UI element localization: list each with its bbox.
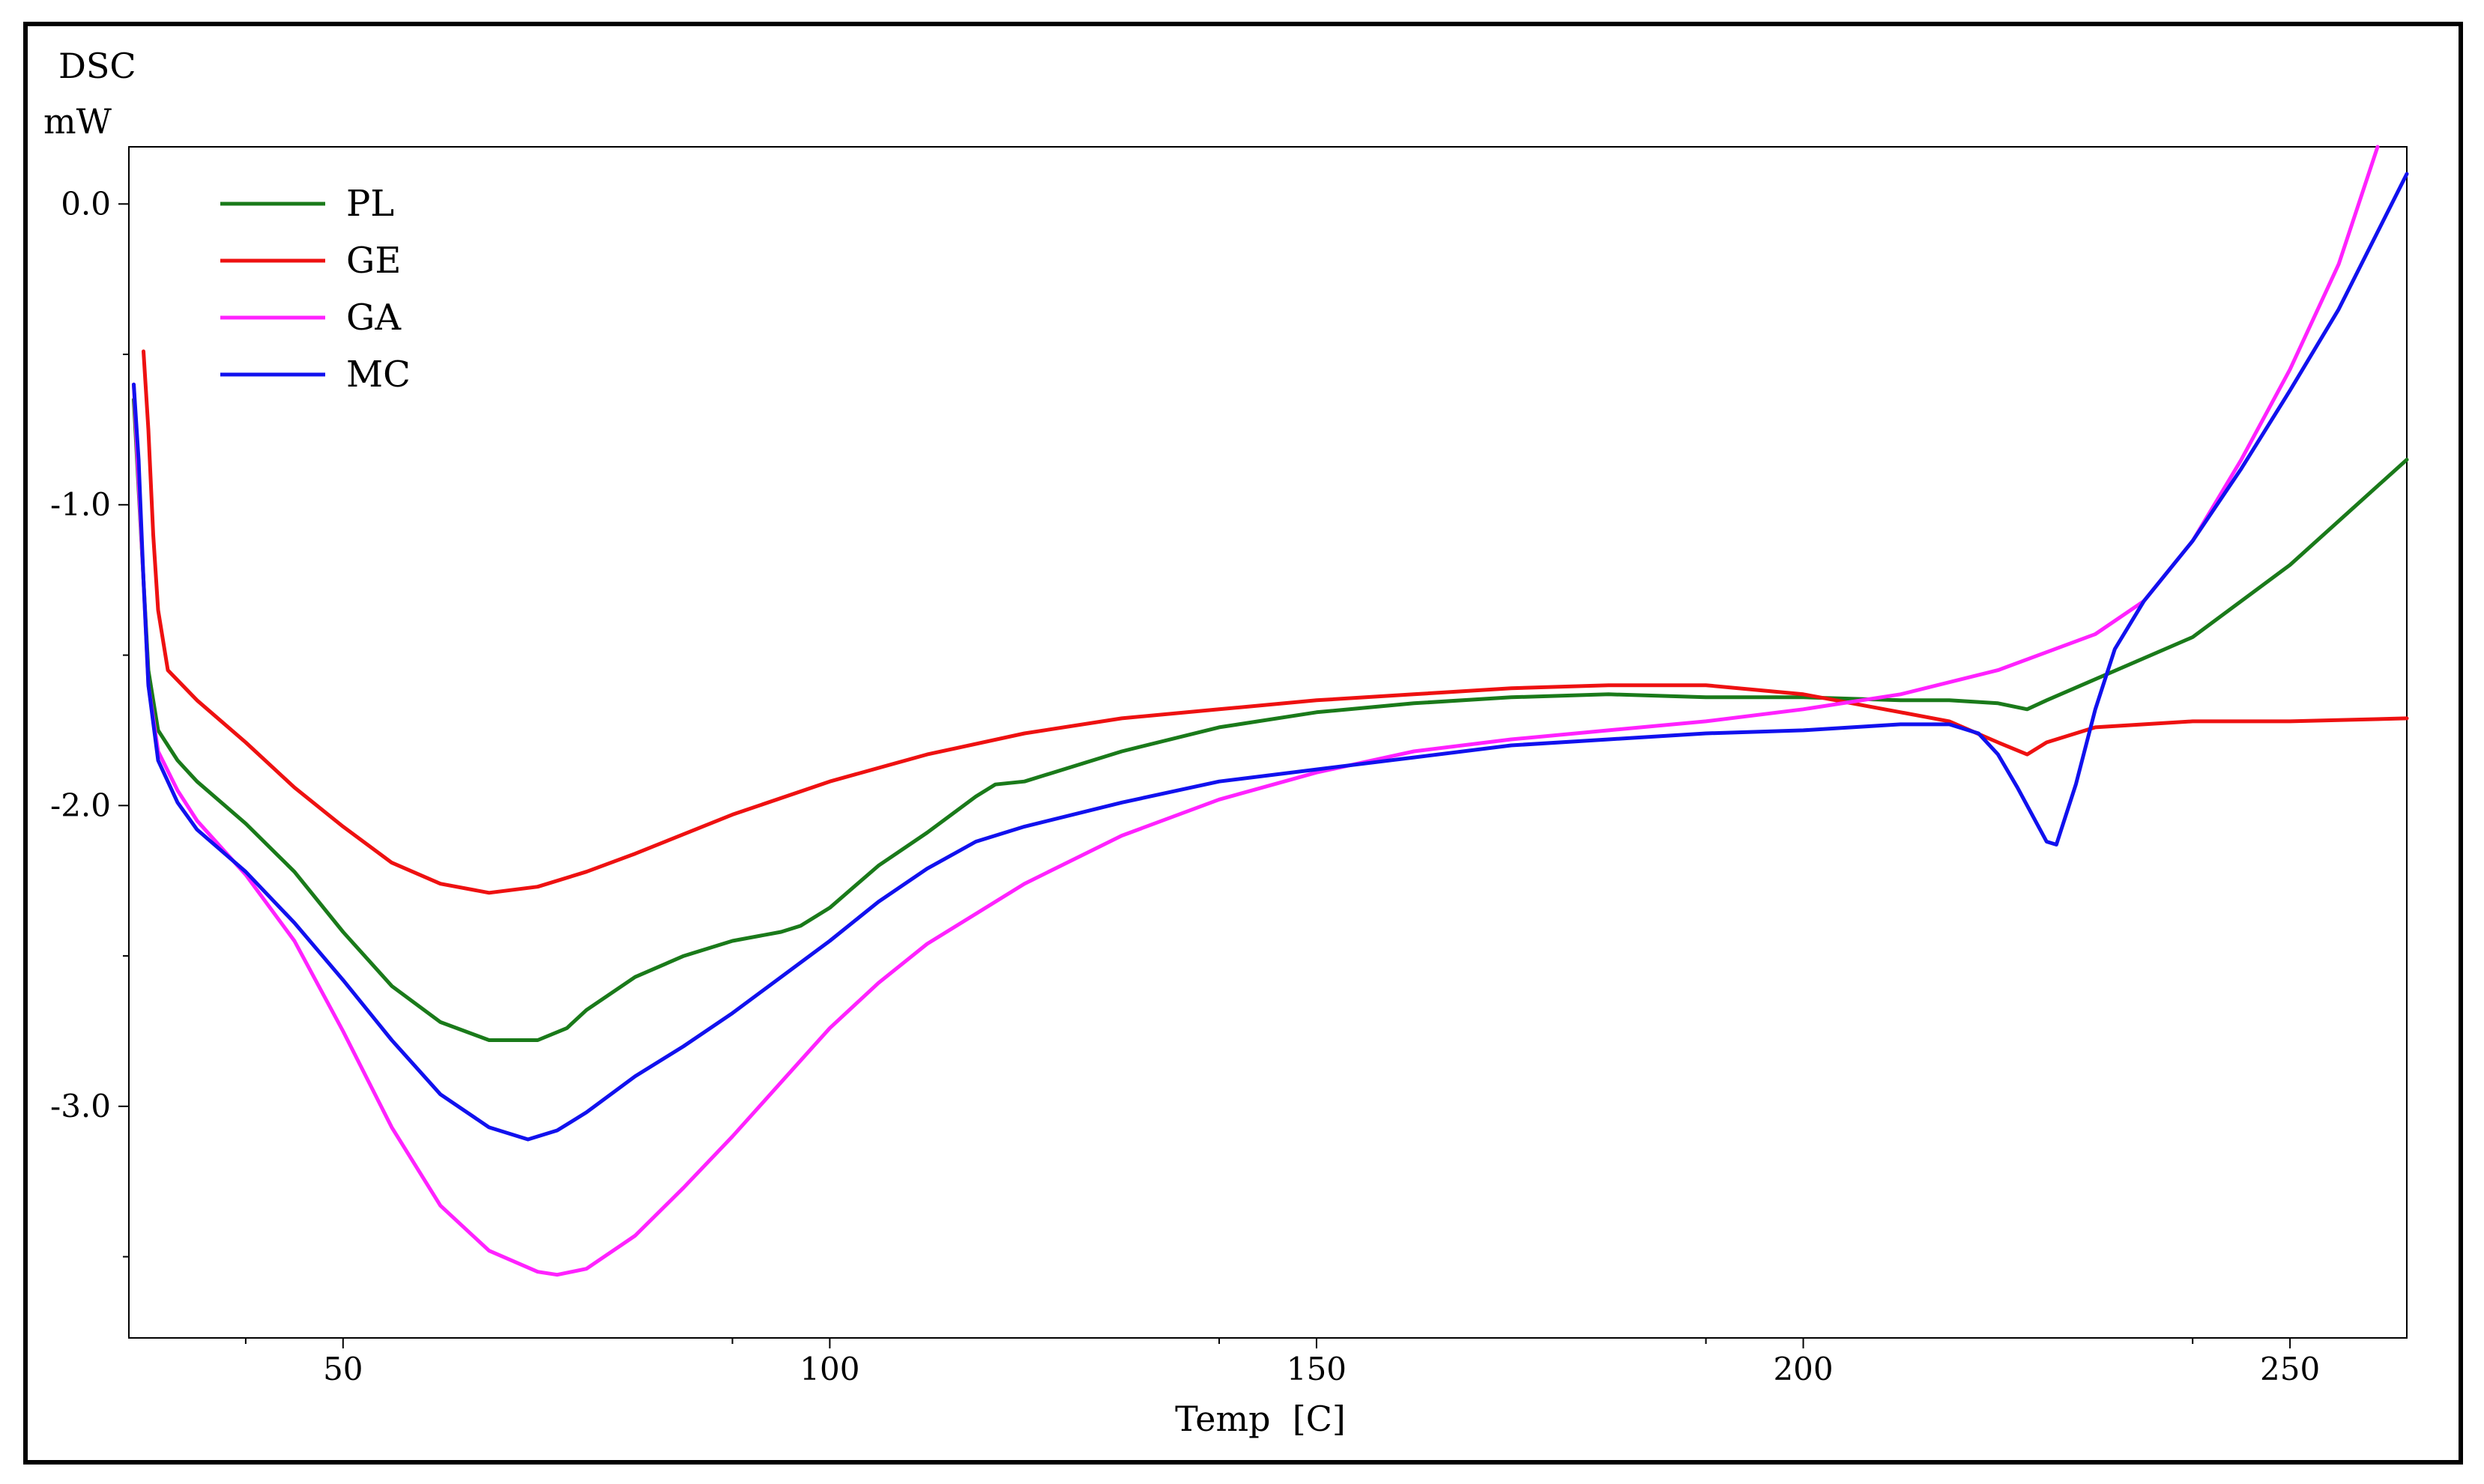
y-axis-label-line2: mW — [43, 101, 112, 142]
y-tick-label: -3.0 — [50, 1088, 111, 1124]
x-tick-label: 100 — [800, 1351, 859, 1387]
legend-label-ga: GA — [346, 297, 402, 339]
series-line-ga — [132, 145, 2380, 1277]
x-tick-label: 150 — [1287, 1351, 1347, 1387]
outer-frame — [23, 22, 2463, 1465]
y-axis-label-line1: DSC — [58, 46, 136, 86]
legend-label-mc: MC — [346, 354, 411, 396]
x-tick-label: 50 — [323, 1351, 363, 1387]
x-axis-ticks: 50 100 150 200 250 — [244, 1338, 2320, 1387]
y-axis-ticks: 0.0 -1.0 -2.0 -3.0 — [50, 185, 129, 1258]
series-line-ge — [142, 349, 2409, 895]
series-line-mc — [132, 172, 2409, 1142]
x-axis-label: Temp [C] — [1175, 1399, 1346, 1439]
series-line-pl — [132, 397, 2409, 1042]
legend: PL GE GA MC — [220, 183, 411, 396]
y-tick-label: 0.0 — [61, 185, 111, 222]
y-tick-label: -2.0 — [50, 787, 111, 823]
legend-label-ge: GE — [346, 240, 401, 282]
legend-label-pl: PL — [346, 183, 394, 225]
y-tick-label: -1.0 — [50, 486, 111, 523]
x-tick-label: 200 — [1773, 1351, 1833, 1387]
series-lines — [132, 145, 2409, 1277]
x-tick-label: 250 — [2260, 1351, 2320, 1387]
plot-area — [128, 146, 2408, 1339]
